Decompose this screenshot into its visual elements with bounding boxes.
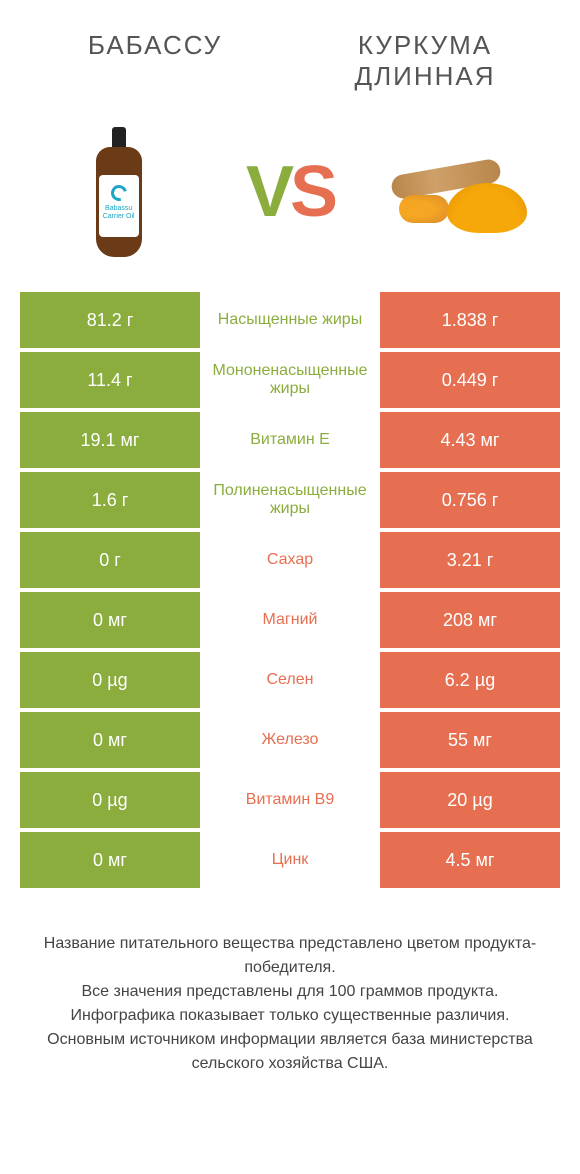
- right-value: 0.449 г: [380, 352, 560, 408]
- right-value: 55 мг: [380, 712, 560, 768]
- turmeric-icon: [391, 147, 531, 237]
- table-row: 1.6 гПолиненасыщенные жиры0.756 г: [20, 472, 560, 528]
- nutrient-name: Магний: [200, 592, 380, 648]
- left-product-image: Babassu Carrier Oil: [49, 122, 189, 262]
- footer-line: Инфографика показывает только существенн…: [20, 1004, 560, 1028]
- vs-label: VS: [246, 151, 334, 233]
- comparison-table: 81.2 гНасыщенные жиры1.838 г11.4 гМононе…: [20, 292, 560, 888]
- nutrient-name: Витамин E: [200, 412, 380, 468]
- right-value: 6.2 µg: [380, 652, 560, 708]
- bottle-icon: Babassu Carrier Oil: [96, 127, 142, 257]
- table-row: 0 мгМагний208 мг: [20, 592, 560, 648]
- bottle-label-top: Babassu: [99, 205, 139, 213]
- nutrient-name: Полиненасыщенные жиры: [200, 472, 380, 528]
- table-row: 0 µgСелен6.2 µg: [20, 652, 560, 708]
- table-row: 0 мгЖелезо55 мг: [20, 712, 560, 768]
- table-row: 11.4 гМононенасыщенные жиры0.449 г: [20, 352, 560, 408]
- left-value: 0 µg: [20, 772, 200, 828]
- left-value: 1.6 г: [20, 472, 200, 528]
- right-value: 4.43 мг: [380, 412, 560, 468]
- nutrient-name: Мононенасыщенные жиры: [200, 352, 380, 408]
- nutrient-name: Селен: [200, 652, 380, 708]
- table-row: 0 µgВитамин B920 µg: [20, 772, 560, 828]
- vs-v: V: [246, 152, 290, 232]
- nutrient-name: Железо: [200, 712, 380, 768]
- right-value: 1.838 г: [380, 292, 560, 348]
- footer-line: Все значения представлены для 100 граммо…: [20, 980, 560, 1004]
- table-row: 19.1 мгВитамин E4.43 мг: [20, 412, 560, 468]
- images-row: Babassu Carrier Oil VS: [0, 112, 580, 292]
- left-value: 0 мг: [20, 712, 200, 768]
- left-value: 0 µg: [20, 652, 200, 708]
- left-value: 19.1 мг: [20, 412, 200, 468]
- nutrient-name: Витамин B9: [200, 772, 380, 828]
- left-value: 0 г: [20, 532, 200, 588]
- table-row: 81.2 гНасыщенные жиры1.838 г: [20, 292, 560, 348]
- table-row: 0 мгЦинк4.5 мг: [20, 832, 560, 888]
- left-value: 11.4 г: [20, 352, 200, 408]
- right-value: 0.756 г: [380, 472, 560, 528]
- nutrient-name: Насыщенные жиры: [200, 292, 380, 348]
- vs-s: S: [290, 152, 334, 232]
- left-value: 0 мг: [20, 592, 200, 648]
- footer-line: Основным источником информации является …: [20, 1028, 560, 1076]
- left-product-title: БАБАССУ: [34, 30, 277, 61]
- right-value: 3.21 г: [380, 532, 560, 588]
- right-value: 4.5 мг: [380, 832, 560, 888]
- right-product-title: КУРКУМА ДЛИННАЯ: [304, 30, 547, 92]
- left-value: 0 мг: [20, 832, 200, 888]
- right-product-image: [391, 122, 531, 262]
- bottle-label-bottom: Carrier Oil: [99, 213, 139, 221]
- right-value: 20 µg: [380, 772, 560, 828]
- nutrient-name: Цинк: [200, 832, 380, 888]
- right-value: 208 мг: [380, 592, 560, 648]
- footer-line: Название питательного вещества представл…: [20, 932, 560, 980]
- footer-notes: Название питательного вещества представл…: [0, 892, 580, 1076]
- left-value: 81.2 г: [20, 292, 200, 348]
- table-row: 0 гСахар3.21 г: [20, 532, 560, 588]
- header: БАБАССУ КУРКУМА ДЛИННАЯ: [0, 0, 580, 112]
- nutrient-name: Сахар: [200, 532, 380, 588]
